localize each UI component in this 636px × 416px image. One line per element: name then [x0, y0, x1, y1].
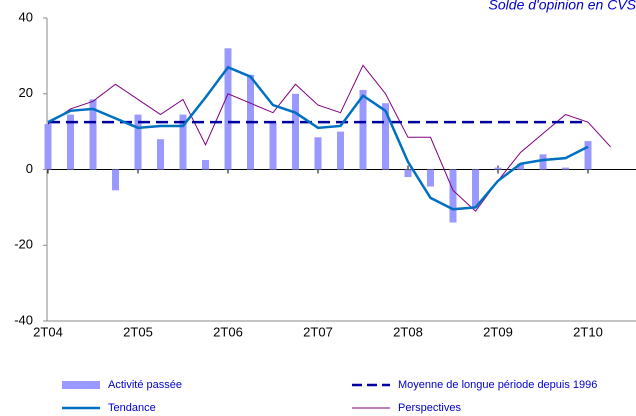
- legend-label: Activité passée: [108, 379, 182, 391]
- x-tick-label: 2T06: [213, 324, 243, 339]
- bar: [494, 167, 502, 170]
- bar: [44, 124, 52, 170]
- bar: [134, 114, 142, 170]
- bar: [517, 163, 524, 170]
- legend-label: Tendance: [108, 402, 156, 414]
- bar: [472, 169, 479, 208]
- x-tick-label: 2T08: [393, 324, 423, 339]
- bar: [382, 103, 389, 170]
- bar: [67, 114, 74, 170]
- bar: [89, 99, 97, 170]
- x-tick-label: 2T09: [483, 324, 513, 339]
- bar: [314, 137, 322, 170]
- bar: [427, 169, 434, 187]
- y-tick-label: -20: [14, 237, 33, 252]
- x-tick-label: 2T07: [303, 324, 333, 339]
- bar: [157, 139, 164, 170]
- y-tick-label: 20: [19, 85, 33, 100]
- y-tick-label: -40: [14, 312, 33, 327]
- y-tick-label: 40: [19, 9, 33, 24]
- bar: [224, 48, 232, 170]
- x-tick-label: 2T05: [123, 324, 153, 339]
- bar: [337, 131, 344, 170]
- bar: [359, 89, 367, 170]
- bar: [112, 169, 119, 191]
- legend-label: Perspectives: [398, 402, 461, 414]
- x-tick-label: 2T10: [573, 324, 603, 339]
- y-tick-label: 0: [26, 161, 33, 176]
- legend-swatch: [62, 381, 100, 389]
- bar: [562, 167, 569, 170]
- series-line: [47, 64, 611, 212]
- bar: [404, 169, 412, 178]
- bar: [584, 141, 592, 170]
- legend-label: Moyenne de longue période depuis 1996: [398, 379, 597, 391]
- bar: [539, 154, 547, 170]
- series-line: [47, 65, 589, 211]
- bar: [269, 122, 277, 170]
- bar: [202, 160, 209, 170]
- x-tick-label: 2T04: [33, 324, 63, 339]
- bar: [179, 114, 187, 170]
- chart-title: Solde d'opinion en CVS: [489, 0, 636, 13]
- bar: [292, 93, 299, 170]
- bar: [449, 169, 457, 223]
